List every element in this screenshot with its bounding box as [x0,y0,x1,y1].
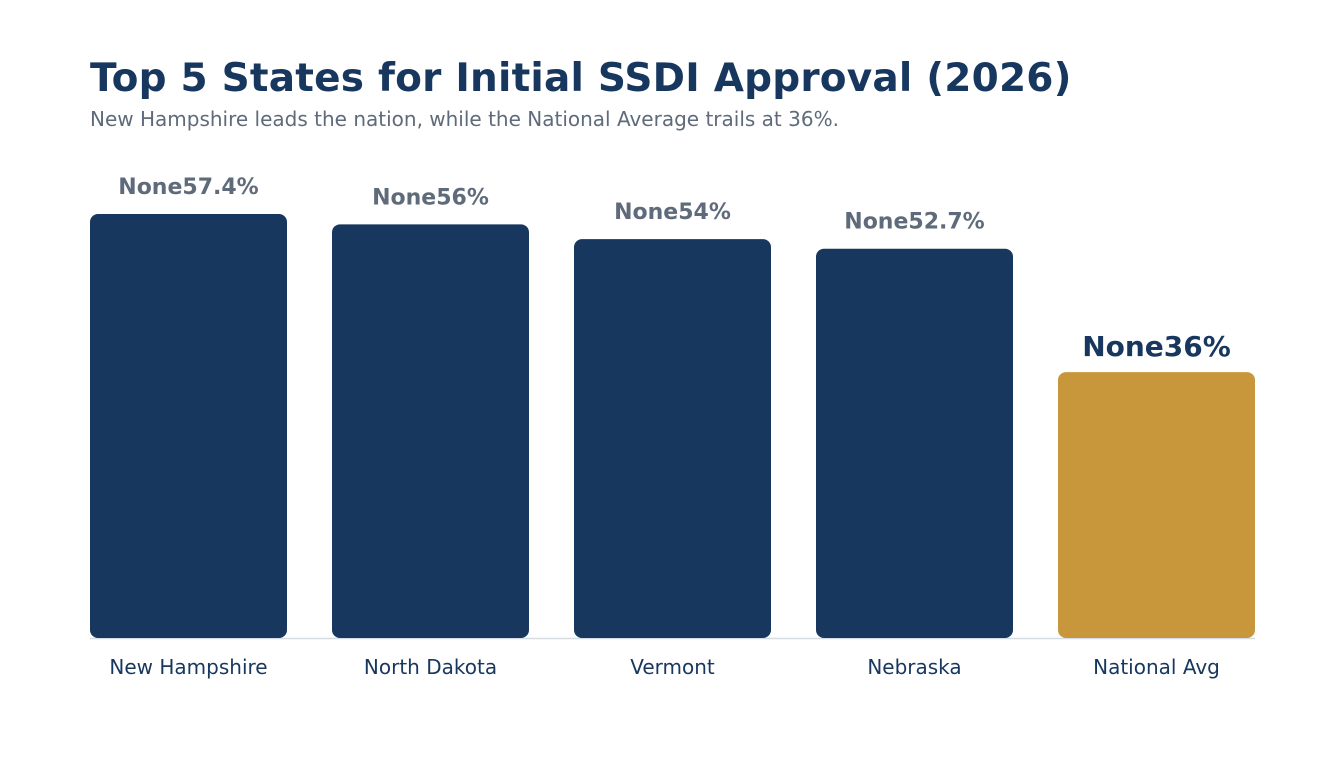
value-label: None54% [614,200,731,225]
bar-north-dakota [332,224,529,638]
chart-title: Top 5 States for Initial SSDI Approval (… [90,56,1072,101]
bar-national-avg [1058,372,1255,638]
value-label: None56% [372,185,489,210]
value-label: None36% [1082,330,1231,363]
bar-nebraska [816,248,1013,638]
chart-subtitle: New Hampshire leads the nation, while th… [90,107,839,131]
category-label: New Hampshire [109,655,267,679]
category-label: Vermont [630,655,715,679]
category-label: National Avg [1093,655,1220,679]
category-label: Nebraska [867,655,961,679]
value-label: None57.4% [118,175,258,200]
category-label: North Dakota [364,655,497,679]
value-label: None52.7% [844,210,984,235]
bar-vermont [574,239,771,638]
bar-new-hampshire [90,214,287,638]
